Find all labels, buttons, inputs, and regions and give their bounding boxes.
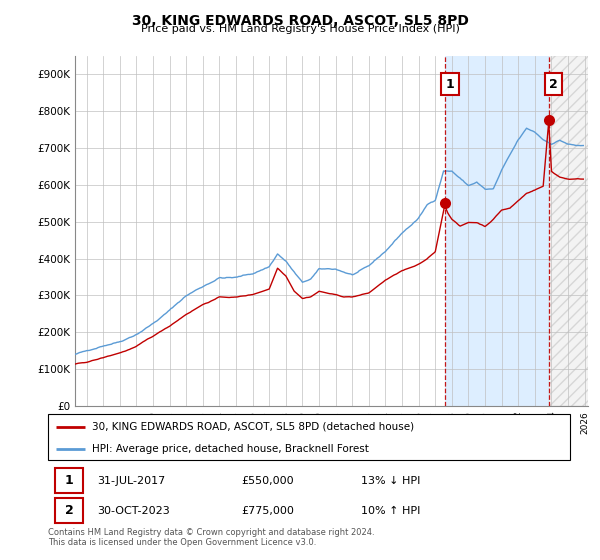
Text: 1: 1 — [65, 474, 73, 487]
FancyBboxPatch shape — [55, 498, 83, 523]
Text: 1: 1 — [446, 77, 454, 91]
Text: 30, KING EDWARDS ROAD, ASCOT, SL5 8PD (detached house): 30, KING EDWARDS ROAD, ASCOT, SL5 8PD (d… — [92, 422, 415, 432]
Text: 2: 2 — [550, 77, 558, 91]
Text: HPI: Average price, detached house, Bracknell Forest: HPI: Average price, detached house, Brac… — [92, 444, 369, 454]
Text: Contains HM Land Registry data © Crown copyright and database right 2024.
This d: Contains HM Land Registry data © Crown c… — [48, 528, 374, 548]
Text: Price paid vs. HM Land Registry's House Price Index (HPI): Price paid vs. HM Land Registry's House … — [140, 24, 460, 34]
Text: 30-OCT-2023: 30-OCT-2023 — [98, 506, 170, 516]
FancyBboxPatch shape — [55, 468, 83, 493]
Text: 10% ↑ HPI: 10% ↑ HPI — [361, 506, 421, 516]
Text: £775,000: £775,000 — [241, 506, 294, 516]
Text: 2: 2 — [65, 504, 73, 517]
Text: 30, KING EDWARDS ROAD, ASCOT, SL5 8PD: 30, KING EDWARDS ROAD, ASCOT, SL5 8PD — [131, 14, 469, 28]
Text: 13% ↓ HPI: 13% ↓ HPI — [361, 475, 421, 486]
Text: £550,000: £550,000 — [241, 475, 294, 486]
Bar — [445, 56, 549, 406]
Bar — [549, 56, 593, 406]
Text: 31-JUL-2017: 31-JUL-2017 — [98, 475, 166, 486]
